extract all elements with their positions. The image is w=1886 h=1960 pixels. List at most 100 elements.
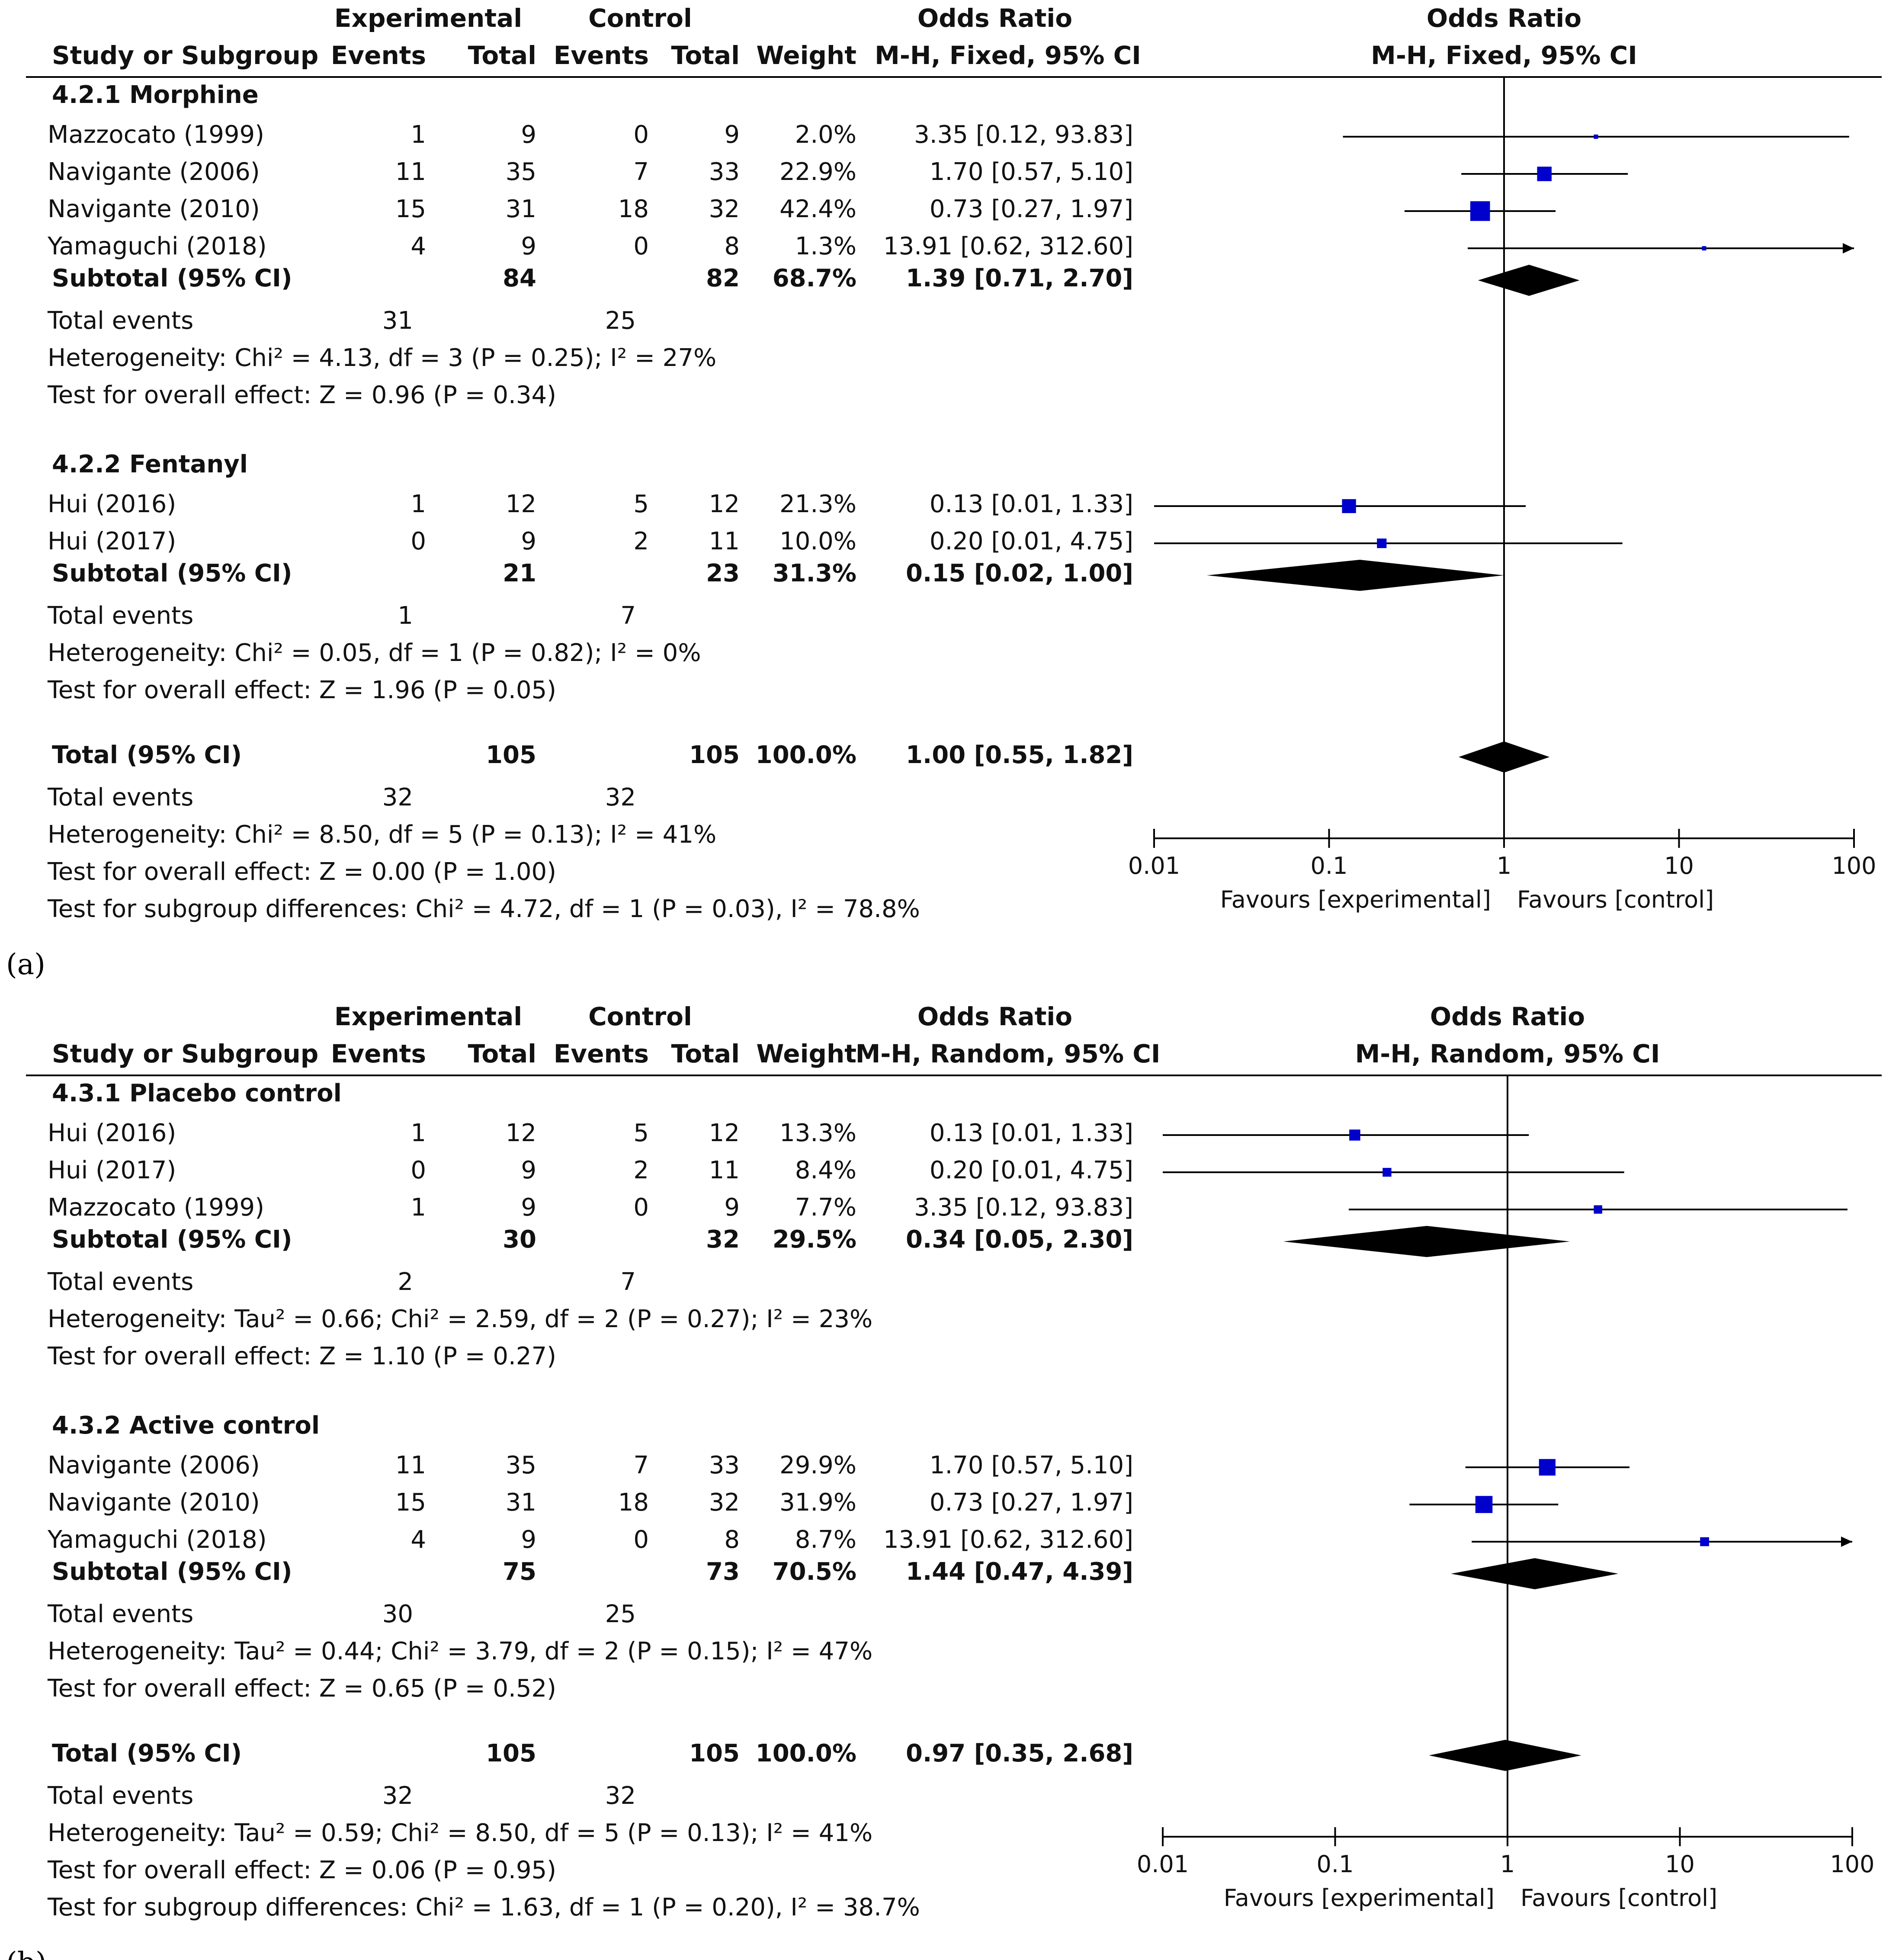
header-ctl-events: Events — [554, 1039, 649, 1068]
ctl-events: 0 — [633, 1193, 649, 1222]
weight: 10.0% — [779, 527, 856, 555]
header-odds-ratio: Odds Ratio — [917, 3, 1072, 33]
weight: 29.9% — [779, 1451, 856, 1479]
header-experimental: Experimental — [334, 1002, 522, 1031]
ctl-total: 8 — [724, 1526, 740, 1554]
odds-ratio-ci: 1.70 [0.57, 5.10] — [930, 158, 1133, 186]
weight: 22.9% — [779, 158, 856, 186]
subtotal-label: Subtotal (95% CI) — [52, 559, 292, 587]
exp-events: 11 — [395, 158, 426, 186]
ctl-events: 5 — [633, 1119, 649, 1147]
study-name: Mazzocato (1999) — [48, 121, 264, 149]
exp-events: 0 — [411, 527, 426, 555]
exp-total: 31 — [506, 1488, 536, 1517]
ctl-total: 9 — [724, 121, 740, 149]
events-label: Total events — [47, 307, 193, 335]
weight: 31.3% — [773, 559, 856, 587]
exp-total: 9 — [521, 232, 536, 260]
ctl-total: 32 — [706, 1225, 740, 1254]
header-exp-total: Total — [468, 41, 536, 70]
weight: 2.0% — [795, 121, 856, 149]
weight: 31.9% — [779, 1488, 856, 1517]
heterogeneity-text: Heterogeneity: Chi² = 0.05, df = 1 (P = … — [48, 639, 701, 667]
exp-total: 31 — [506, 195, 536, 223]
ctl-events: 0 — [633, 232, 649, 260]
ctl-events: 2 — [633, 527, 649, 555]
events-label: Total events — [47, 1268, 193, 1296]
x-tick-label: 1 — [1497, 852, 1511, 879]
ctl-total: 82 — [706, 264, 740, 292]
subgroup-title: 4.3.1 Placebo control — [52, 1079, 342, 1107]
study-marker — [1702, 246, 1706, 250]
ctl-total: 11 — [709, 1156, 740, 1184]
ctl-events: 0 — [633, 121, 649, 149]
heterogeneity-text: Heterogeneity: Chi² = 4.13, df = 3 (P = … — [48, 344, 716, 372]
ctl-events: 2 — [633, 1156, 649, 1184]
header-exp-events: Events — [331, 41, 426, 70]
study-name: Yamaguchi (2018) — [47, 1526, 267, 1554]
odds-ratio-ci: 1.39 [0.71, 2.70] — [906, 264, 1133, 292]
study-name: Navigante (2010) — [48, 195, 260, 223]
odds-ratio-ci: 13.91 [0.62, 312.60] — [883, 232, 1133, 260]
exp-total: 12 — [506, 1119, 536, 1147]
subgroup-title: 4.3.2 Active control — [52, 1411, 320, 1440]
study-name: Navigante (2006) — [48, 1451, 260, 1479]
exp-events: 1 — [411, 1119, 426, 1147]
overall-effect-text: Test for overall effect: Z = 1.10 (P = 0… — [47, 1342, 556, 1370]
header-experimental: Experimental — [334, 3, 522, 33]
odds-ratio-ci: 1.00 [0.55, 1.82] — [906, 741, 1133, 769]
total-events-label: Total events — [47, 1782, 193, 1810]
favours-experimental-label: Favours [experimental] — [1224, 1884, 1495, 1912]
subtotal-label: Subtotal (95% CI) — [52, 1558, 292, 1586]
study-name: Mazzocato (1999) — [48, 1193, 264, 1222]
total-events-ctl: 32 — [605, 783, 636, 812]
study-marker — [1594, 1205, 1602, 1214]
header-odds-ratio-plot: Odds Ratio — [1430, 1002, 1585, 1031]
ctl-total: 8 — [724, 232, 740, 260]
total-events-ctl: 32 — [605, 1782, 636, 1810]
subgroup-title: 4.2.2 Fentanyl — [52, 450, 248, 478]
header-odds-ratio: Odds Ratio — [917, 1002, 1072, 1031]
subgroup-title: 4.2.1 Morphine — [52, 81, 259, 109]
events-exp: 30 — [382, 1600, 413, 1628]
exp-total: 9 — [521, 1156, 536, 1184]
header-study: Study or Subgroup — [52, 41, 318, 70]
events-exp: 2 — [398, 1268, 413, 1296]
header-ctl-events: Events — [554, 41, 649, 70]
x-tick-label: 100 — [1831, 852, 1876, 879]
study-name: Hui (2016) — [48, 1119, 176, 1147]
weight: 7.7% — [795, 1193, 856, 1222]
header-method: M-H, Random, 95% CI — [856, 1039, 1161, 1068]
header-ctl-total: Total — [671, 1039, 740, 1068]
study-marker — [1349, 1129, 1360, 1141]
study-marker — [1700, 1537, 1709, 1546]
odds-ratio-ci: 0.97 [0.35, 2.68] — [906, 1739, 1133, 1768]
study-name: Navigante (2006) — [48, 158, 260, 186]
weight: 70.5% — [773, 1558, 856, 1586]
ctl-total: 32 — [709, 1488, 740, 1517]
subgroup-differences-text: Test for subgroup differences: Chi² = 1.… — [47, 1893, 920, 1922]
exp-events: 1 — [411, 121, 426, 149]
total-overall-effect-text: Test for overall effect: Z = 0.00 (P = 1… — [47, 858, 556, 886]
exp-events: 11 — [395, 1451, 426, 1479]
ctl-events: 5 — [633, 490, 649, 518]
ctl-total: 11 — [709, 527, 740, 555]
events-exp: 31 — [382, 307, 413, 335]
forest-panel-a: Experimental Control Odds Ratio Odds Ratio S… — [6, 3, 1882, 981]
study-marker — [1470, 201, 1490, 221]
odds-ratio-ci: 1.44 [0.47, 4.39] — [906, 1558, 1133, 1586]
header-control: Control — [588, 3, 692, 33]
odds-ratio-ci: 0.13 [0.01, 1.33] — [930, 1119, 1133, 1147]
ctl-total: 73 — [706, 1558, 740, 1586]
x-tick-label: 0.1 — [1317, 1851, 1354, 1878]
x-tick-label: 100 — [1830, 1851, 1874, 1878]
panel-label: (b) — [6, 1946, 47, 1960]
odds-ratio-ci: 3.35 [0.12, 93.83] — [914, 1193, 1133, 1222]
header-method-plot: M-H, Random, 95% CI — [1355, 1039, 1660, 1068]
events-ctl: 25 — [605, 307, 636, 335]
ctl-total: 32 — [709, 195, 740, 223]
events-ctl: 7 — [620, 602, 636, 630]
total-heterogeneity-text: Heterogeneity: Chi² = 8.50, df = 5 (P = … — [48, 821, 716, 849]
ctl-events: 7 — [633, 158, 649, 186]
overall-effect-text: Test for overall effect: Z = 0.96 (P = 0… — [47, 381, 556, 409]
